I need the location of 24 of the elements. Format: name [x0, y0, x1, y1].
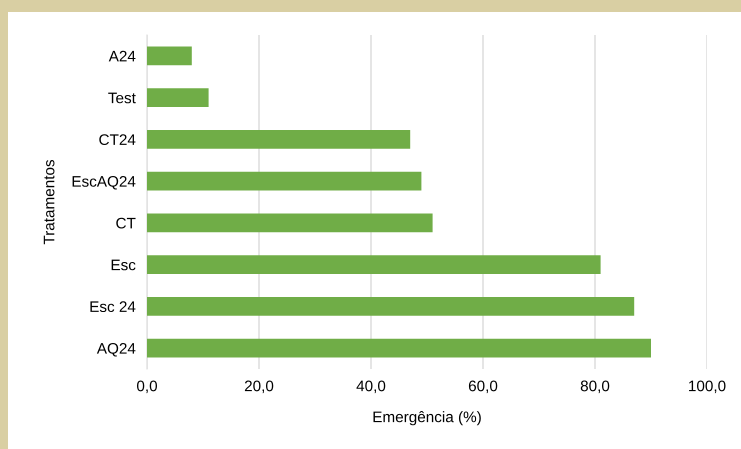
x-tick-label: 40,0	[356, 380, 386, 394]
x-tick-label: 20,0	[244, 380, 274, 394]
y-tick-label: Esc 24	[90, 301, 136, 312]
y-tick-label: CT	[116, 218, 136, 229]
bar	[147, 338, 651, 358]
bar	[147, 255, 601, 274]
bar	[147, 46, 192, 66]
y-tick-label: EscAQ24	[72, 176, 136, 190]
bar	[147, 213, 433, 232]
y-tick-label: CT24	[99, 134, 136, 146]
x-tick-label: 80,0	[580, 380, 610, 394]
x-tick-label: 100,0	[689, 380, 726, 394]
bar	[147, 130, 410, 149]
x-tick-label: 0,0	[136, 380, 158, 394]
y-tick-label: Test	[108, 92, 136, 104]
bar	[147, 296, 634, 316]
bar	[147, 172, 422, 191]
y-tick-label: A24	[108, 50, 136, 62]
y-tick-label: Esc	[112, 260, 136, 270]
x-axis-title: Emergência (%)	[373, 411, 481, 426]
y-tick-label: AQ24	[96, 342, 136, 357]
x-tick-label: 60,0	[468, 380, 498, 394]
bar	[147, 88, 209, 108]
y-axis-title: Tratamentos	[44, 160, 54, 244]
